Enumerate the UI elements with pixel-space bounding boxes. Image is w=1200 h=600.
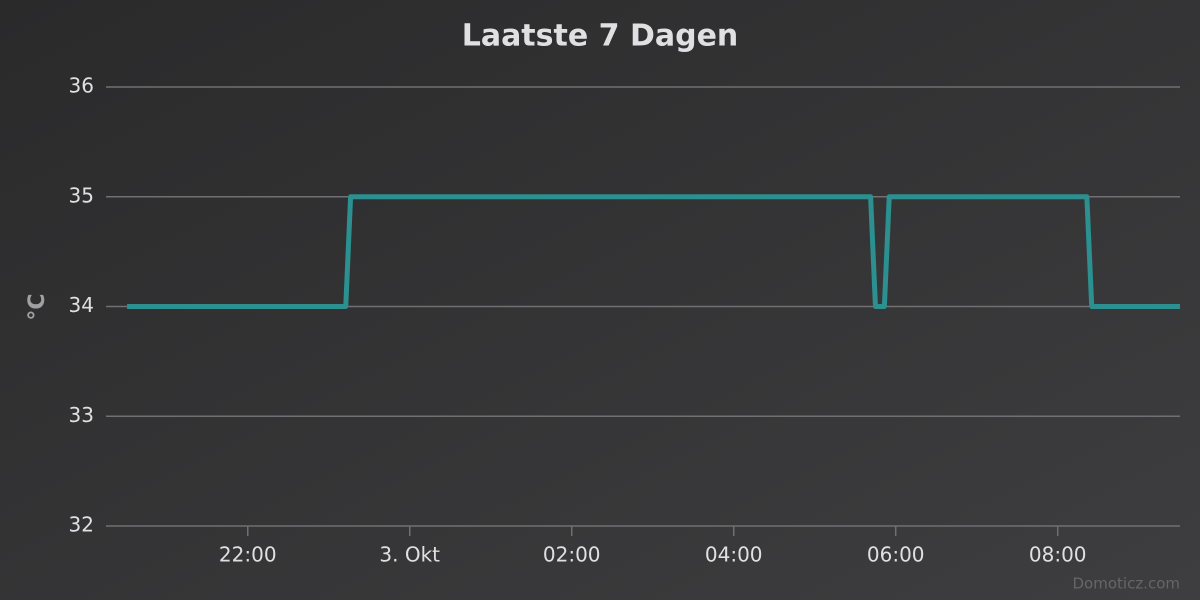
x-tick-label: 06:00 bbox=[867, 543, 925, 567]
line bbox=[127, 194, 1180, 309]
y-tick-label: 32 bbox=[69, 513, 94, 537]
x-tick-label: 3. Okt bbox=[379, 543, 440, 567]
credits: Domoticz.com bbox=[1073, 575, 1181, 593]
x-tick-label: 08:00 bbox=[1029, 543, 1087, 567]
y-tick-label: 34 bbox=[69, 293, 94, 317]
y-axis-title: °C bbox=[25, 293, 50, 320]
x-tick-label: 02:00 bbox=[543, 543, 601, 567]
y-tick-label: 35 bbox=[69, 183, 94, 207]
x-tick-label: 22:00 bbox=[219, 543, 277, 567]
x-tick-label: 04:00 bbox=[705, 543, 763, 567]
y-tick-label: 36 bbox=[69, 74, 94, 98]
y-tick-label: 33 bbox=[69, 403, 94, 427]
chart-title: Laatste 7 Dagen bbox=[462, 19, 739, 54]
